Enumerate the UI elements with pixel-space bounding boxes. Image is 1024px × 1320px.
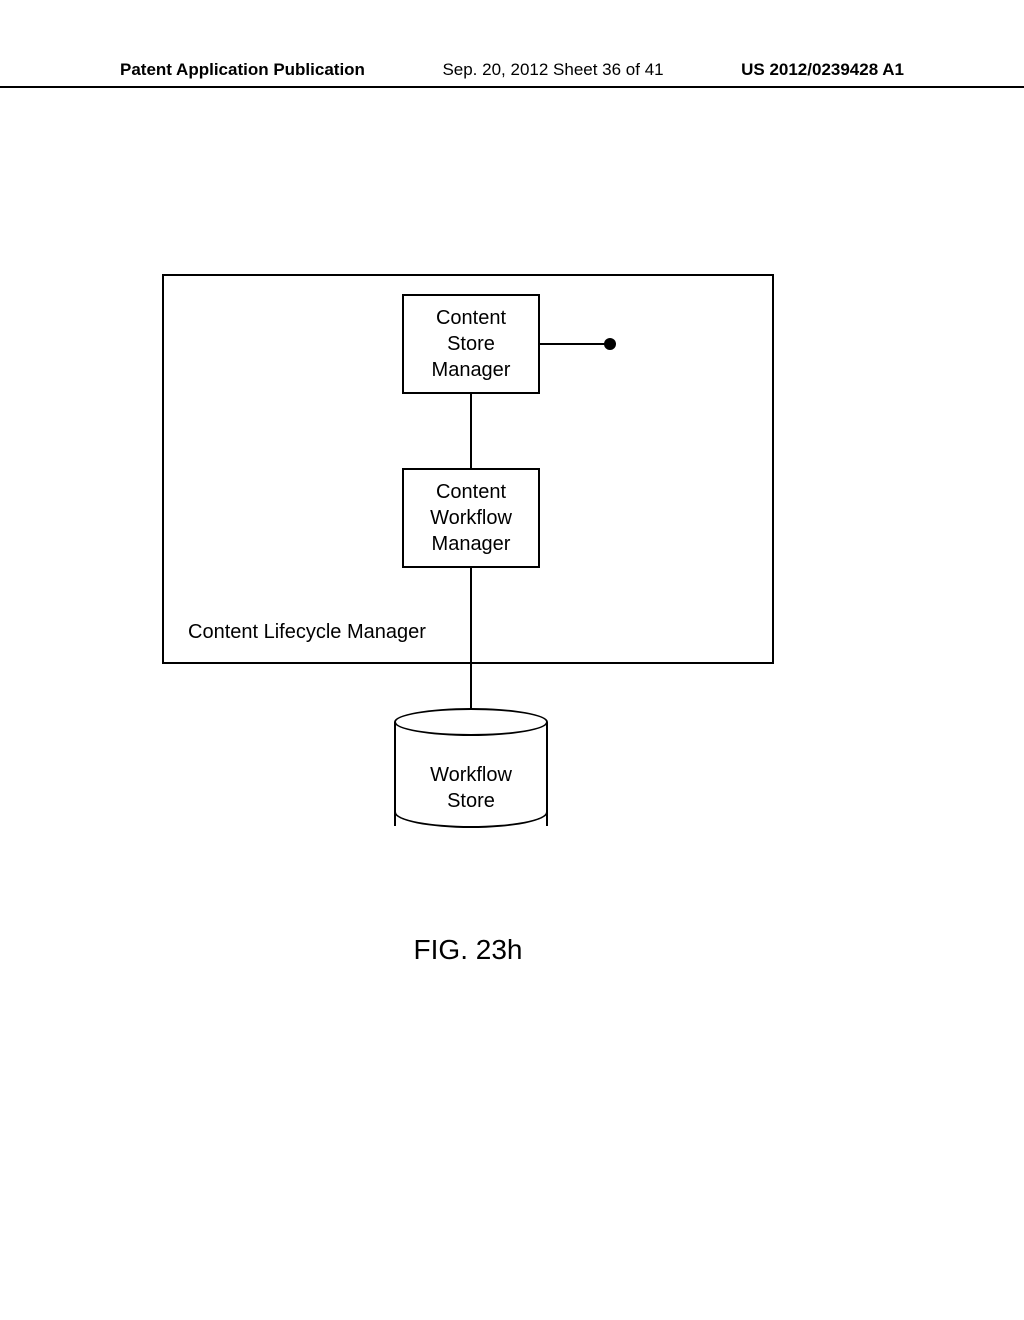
content-lifecycle-manager-label: Content Lifecycle Manager	[188, 621, 426, 644]
content-store-manager-box: Content Store Manager	[402, 294, 540, 394]
workflow-store-cylinder: Workflow Store	[394, 708, 548, 840]
diagram: Content Lifecycle Manager Content Store …	[162, 274, 774, 974]
page-header: Patent Application Publication Sep. 20, …	[0, 60, 1024, 88]
header-center: Sep. 20, 2012 Sheet 36 of 41	[442, 60, 663, 80]
cyl-line1: Store	[447, 790, 495, 812]
box2-line2: Manager	[432, 531, 511, 557]
cyl-line0: Workflow	[430, 764, 512, 786]
content-workflow-manager-box: Content Workflow Manager	[402, 468, 540, 568]
figure-caption: FIG. 23h	[162, 934, 774, 966]
box2-line1: Workflow	[430, 505, 512, 531]
box1-line1: Store	[447, 331, 495, 357]
box1-line2: Manager	[432, 357, 511, 383]
header-right: US 2012/0239428 A1	[741, 60, 904, 80]
box2-line0: Content	[436, 479, 506, 505]
page: Patent Application Publication Sep. 20, …	[0, 0, 1024, 1320]
cylinder-top	[394, 708, 548, 736]
cylinder-label: Workflow Store	[394, 762, 548, 814]
header-left: Patent Application Publication	[120, 60, 365, 80]
box1-line0: Content	[436, 305, 506, 331]
